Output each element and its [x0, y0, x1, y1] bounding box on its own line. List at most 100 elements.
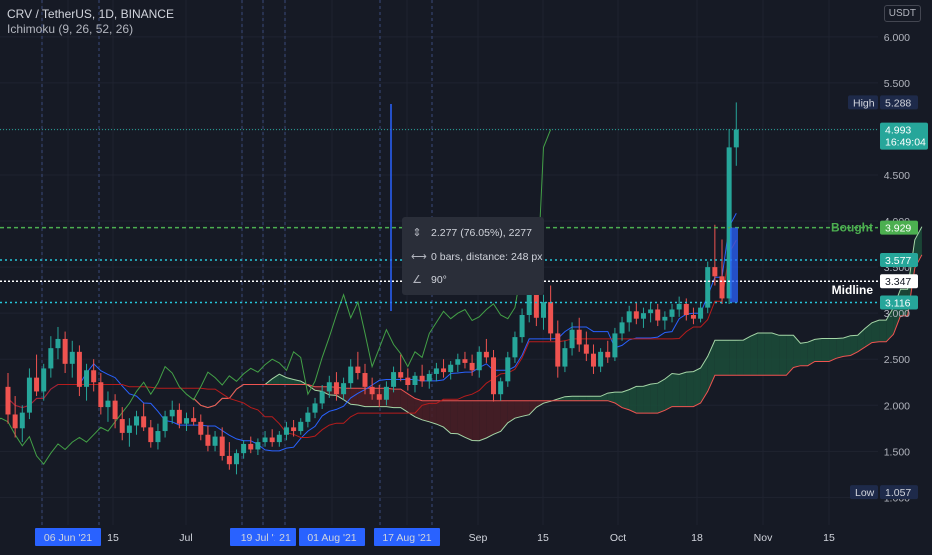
candle-bearish[interactable]	[555, 333, 561, 367]
candle-bullish[interactable]	[512, 337, 518, 358]
candle-bullish[interactable]	[233, 453, 239, 465]
candle-bullish[interactable]	[669, 309, 675, 317]
candle-bearish[interactable]	[119, 419, 125, 433]
candle-bullish[interactable]	[312, 403, 318, 413]
candle-bearish[interactable]	[98, 382, 104, 408]
candle-bearish[interactable]	[369, 386, 375, 395]
candle-bullish[interactable]	[705, 267, 711, 308]
candle-bullish[interactable]	[412, 375, 418, 385]
candle-bearish[interactable]	[191, 418, 197, 422]
candle-bearish[interactable]	[462, 359, 468, 363]
candle-bearish[interactable]	[633, 311, 639, 319]
candle-bearish[interactable]	[719, 276, 725, 299]
candle-bearish[interactable]	[141, 416, 147, 428]
candle-bearish[interactable]	[548, 302, 554, 334]
candle-bearish[interactable]	[690, 315, 696, 319]
candle-bullish[interactable]	[305, 412, 311, 422]
candle-bearish[interactable]	[419, 375, 425, 382]
candle-bearish[interactable]	[441, 368, 447, 373]
candle-bullish[interactable]	[262, 437, 268, 443]
candle-bearish[interactable]	[219, 436, 225, 456]
candle-bearish[interactable]	[12, 414, 18, 429]
candle-bullish[interactable]	[569, 329, 575, 349]
candle-bullish[interactable]	[41, 368, 47, 392]
candle-bullish[interactable]	[562, 348, 568, 367]
candle-bullish[interactable]	[326, 382, 332, 392]
candle-bullish[interactable]	[426, 373, 432, 382]
candle-bullish[interactable]	[341, 383, 347, 395]
candle-bullish[interactable]	[526, 294, 532, 315]
candle-bullish[interactable]	[698, 307, 704, 319]
candle-bearish[interactable]	[583, 344, 589, 354]
candle-bullish[interactable]	[541, 302, 546, 318]
candle-bullish[interactable]	[255, 442, 261, 450]
candle-bullish[interactable]	[155, 431, 161, 443]
candle-bullish[interactable]	[184, 418, 189, 424]
currency-button[interactable]: USDT	[883, 5, 921, 22]
candle-bearish[interactable]	[198, 421, 204, 435]
candle-bearish[interactable]	[590, 353, 596, 367]
candle-bearish[interactable]	[205, 434, 211, 446]
candle-bearish[interactable]	[269, 437, 275, 443]
candle-bullish[interactable]	[640, 313, 646, 319]
symbol-title[interactable]: CRV / TetherUS, 1D, BINANCE	[7, 7, 174, 21]
candle-bullish[interactable]	[162, 416, 168, 432]
candle-bullish[interactable]	[598, 351, 604, 367]
candle-bullish[interactable]	[48, 348, 54, 369]
candle-bullish[interactable]	[733, 129, 739, 148]
candle-bearish[interactable]	[405, 377, 411, 385]
candle-bullish[interactable]	[455, 359, 461, 365]
candle-bearish[interactable]	[248, 443, 254, 450]
candle-bullish[interactable]	[619, 322, 625, 334]
candle-bullish[interactable]	[19, 412, 25, 429]
candle-bullish[interactable]	[498, 381, 504, 395]
candle-bearish[interactable]	[483, 351, 489, 358]
candle-bullish[interactable]	[648, 309, 654, 314]
candle-bullish[interactable]	[726, 147, 732, 299]
candle-bullish[interactable]	[283, 427, 289, 435]
candle-bullish[interactable]	[276, 434, 282, 443]
candle-bearish[interactable]	[398, 372, 404, 378]
candle-bullish[interactable]	[433, 368, 439, 374]
candle-bearish[interactable]	[469, 362, 475, 371]
candle-bearish[interactable]	[712, 267, 718, 277]
candle-bearish[interactable]	[576, 329, 582, 345]
candle-bullish[interactable]	[26, 377, 32, 413]
candle-bullish[interactable]	[55, 338, 61, 349]
candle-bullish[interactable]	[105, 400, 111, 408]
candle-bearish[interactable]	[376, 394, 382, 400]
candle-bearish[interactable]	[683, 303, 689, 315]
candle-bearish[interactable]	[76, 351, 82, 387]
candle-bearish[interactable]	[5, 386, 11, 415]
candle-bullish[interactable]	[134, 416, 140, 426]
candle-bullish[interactable]	[476, 351, 482, 371]
candle-bearish[interactable]	[62, 338, 68, 364]
candle-bearish[interactable]	[112, 400, 118, 420]
candle-bullish[interactable]	[383, 386, 389, 400]
candle-bullish[interactable]	[448, 364, 454, 373]
candle-bearish[interactable]	[533, 294, 539, 318]
candle-bullish[interactable]	[348, 366, 354, 384]
candle-bullish[interactable]	[391, 372, 397, 387]
candle-bearish[interactable]	[91, 370, 97, 383]
candle-bullish[interactable]	[84, 370, 90, 387]
candle-bullish[interactable]	[676, 303, 682, 310]
candle-bullish[interactable]	[626, 311, 632, 323]
candle-bearish[interactable]	[176, 409, 182, 424]
candle-bullish[interactable]	[298, 421, 304, 432]
candle-bearish[interactable]	[605, 351, 611, 358]
candle-bearish[interactable]	[491, 357, 497, 395]
candle-bullish[interactable]	[662, 316, 668, 321]
candle-bullish[interactable]	[169, 409, 175, 417]
candle-bearish[interactable]	[226, 455, 232, 465]
candle-bearish[interactable]	[655, 309, 661, 321]
indicator-title[interactable]: Ichimoku (9, 26, 52, 26)	[7, 22, 134, 36]
candle-bearish[interactable]	[34, 377, 40, 392]
candle-bearish[interactable]	[291, 427, 297, 432]
candle-bearish[interactable]	[333, 382, 339, 395]
candle-bullish[interactable]	[241, 443, 247, 454]
candle-bearish[interactable]	[148, 427, 154, 443]
candle-bullish[interactable]	[519, 315, 525, 338]
